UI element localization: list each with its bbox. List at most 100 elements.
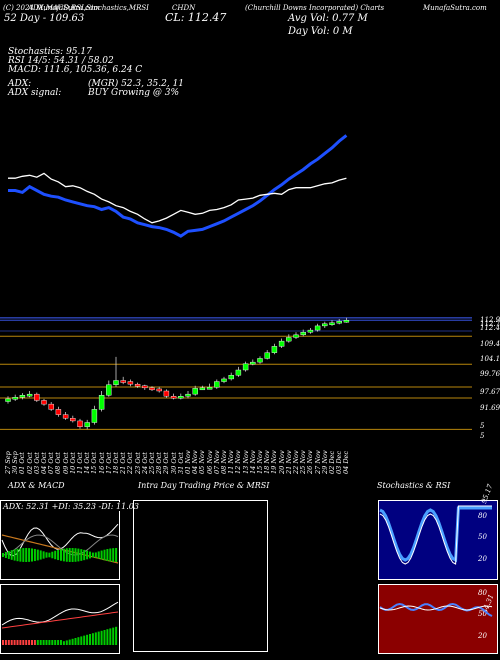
candle-body bbox=[12, 397, 18, 400]
macd-histogram-bar bbox=[19, 640, 22, 645]
price-level-label: 112.47 bbox=[480, 324, 500, 332]
adx-histogram-bar bbox=[54, 550, 57, 560]
adx-histogram-bar bbox=[25, 548, 28, 562]
adx-histogram-bar bbox=[62, 548, 65, 562]
macd-histogram-bar bbox=[100, 630, 103, 645]
macd-histogram-bar bbox=[54, 640, 57, 645]
candle-body bbox=[185, 393, 191, 397]
candle-body bbox=[242, 363, 249, 371]
stoch-value: Stochastics: 95.17 bbox=[8, 47, 92, 57]
macd-histogram-bar bbox=[77, 637, 80, 645]
adx-histogram-bar bbox=[28, 548, 31, 562]
candle-body bbox=[257, 358, 263, 363]
price-level-label: 104.1 bbox=[480, 355, 500, 363]
candle-body bbox=[98, 395, 105, 410]
adx-label: ADX: bbox=[8, 79, 32, 89]
macd-histogram-bar bbox=[4, 640, 7, 645]
candle-body bbox=[250, 361, 256, 365]
price-level-label: 91.69 bbox=[480, 404, 500, 412]
macd-histogram-bar bbox=[57, 640, 60, 645]
minus-di-line bbox=[1, 534, 119, 556]
adx-panel-title: ADX & MACD bbox=[8, 481, 65, 490]
macd-histogram-bar bbox=[83, 635, 86, 645]
macd-histogram-bar bbox=[31, 640, 33, 645]
macd-histogram-bar bbox=[16, 640, 19, 645]
macd-histogram-bar bbox=[28, 640, 31, 645]
candle-body bbox=[41, 400, 47, 405]
candle-body bbox=[221, 378, 227, 382]
price-level-label: 99.76 bbox=[480, 370, 500, 378]
macd-histogram-bar bbox=[115, 626, 118, 645]
rsi-tick-50: 50 bbox=[478, 610, 487, 618]
adx-panel-values: ADX: 52.31 +DI: 35.23 -DI: 11.03 bbox=[3, 502, 139, 511]
candle-body bbox=[142, 385, 148, 389]
macd-histogram-bar bbox=[65, 640, 68, 645]
candle-body bbox=[70, 418, 76, 422]
adx-histogram-bar bbox=[57, 549, 60, 561]
adx-histogram-bar bbox=[22, 548, 25, 562]
adx-histogram-bar bbox=[106, 549, 109, 561]
macd-histogram-bar bbox=[86, 634, 89, 645]
candle-body bbox=[127, 381, 134, 385]
adx-signal-label: ADX signal: bbox=[8, 88, 62, 98]
macd-histogram-bar bbox=[45, 640, 48, 645]
adx-histogram-bar bbox=[51, 551, 54, 559]
price-level-label: 109.44 bbox=[480, 340, 500, 348]
rsi-tick-20: 20 bbox=[478, 632, 487, 640]
candle-body bbox=[314, 325, 321, 331]
macd-histogram-bar bbox=[42, 640, 45, 645]
day-volume: Day Vol: 0 M bbox=[288, 26, 353, 37]
candle-body bbox=[178, 396, 184, 399]
adx-histogram-bar bbox=[80, 549, 83, 561]
candle-body bbox=[5, 398, 11, 402]
macd-histogram-bar bbox=[51, 640, 54, 645]
macd-panel bbox=[0, 584, 120, 654]
price-level-label: 97.67 bbox=[480, 388, 500, 396]
intraday-panel-title: Intra Day Trading Price & MRSI bbox=[138, 481, 270, 490]
candle-body bbox=[170, 396, 177, 399]
adx-histogram-bar bbox=[71, 548, 74, 562]
adx-histogram-bar bbox=[100, 550, 103, 560]
adx-histogram-bar bbox=[74, 548, 77, 562]
candlesticks bbox=[5, 317, 350, 430]
candle-body bbox=[206, 387, 213, 390]
candle-body bbox=[106, 384, 112, 396]
adx-histogram-bar bbox=[10, 550, 13, 560]
macd-histogram-bar bbox=[48, 640, 51, 645]
rsi-line bbox=[379, 602, 493, 617]
macd-histogram-bar bbox=[39, 640, 42, 645]
price-level-label: 112.97 bbox=[480, 316, 500, 324]
adx-histogram-bar bbox=[45, 552, 48, 558]
intraday-panel bbox=[133, 500, 268, 652]
mrsi-value: (MGR) 52.3, 35.2, 11 bbox=[88, 79, 185, 89]
macd-histogram-bar bbox=[22, 640, 25, 645]
stochastics-panel bbox=[378, 500, 498, 580]
macd-value: MACD: 111.6, 105.36, 6.24 C bbox=[8, 65, 143, 75]
price-level-label: 5 bbox=[480, 422, 485, 430]
price-level-label: 112.72 bbox=[480, 320, 500, 328]
header-ticker: CHDN bbox=[172, 4, 196, 12]
candle-body bbox=[134, 383, 141, 387]
adx-histogram-bar bbox=[33, 548, 36, 562]
candle-body bbox=[62, 414, 69, 419]
macd-histogram-bar bbox=[94, 632, 97, 645]
adx-histogram-bar bbox=[16, 548, 19, 562]
macd-histogram-bar bbox=[62, 641, 65, 645]
candle-body bbox=[84, 422, 90, 427]
adx-histogram-bar bbox=[89, 551, 91, 559]
macd-histogram-bar bbox=[36, 640, 39, 645]
candle-body bbox=[293, 334, 299, 338]
header-company: (Churchill Downs Incorporated) Charts bbox=[245, 4, 385, 12]
candle-body bbox=[77, 420, 83, 427]
macd-histogram-bar bbox=[71, 638, 74, 645]
adx-histogram-bar bbox=[4, 552, 7, 558]
stoch-k-line bbox=[379, 506, 492, 563]
macd-histogram-bar bbox=[112, 627, 115, 645]
header-site: MunafaSutra.com bbox=[423, 4, 487, 12]
candle-body bbox=[156, 388, 162, 392]
macd-histogram-bar bbox=[25, 640, 28, 645]
candle-body bbox=[307, 329, 314, 333]
macd-histogram-bar bbox=[89, 634, 91, 645]
candle-body bbox=[26, 393, 33, 397]
ma-line-white bbox=[8, 172, 347, 224]
